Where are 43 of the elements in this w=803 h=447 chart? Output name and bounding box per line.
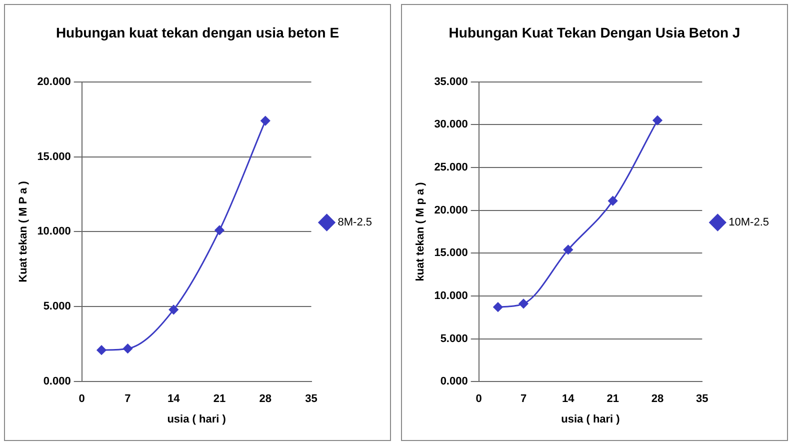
y-tick-label: 5.000 (43, 300, 71, 313)
x-tick-label: 21 (606, 393, 619, 406)
y-tick-label: 10.000 (434, 290, 468, 302)
y-tick-label: 15.000 (37, 150, 71, 163)
point (652, 116, 662, 126)
y-tick-label: 30.000 (434, 118, 468, 131)
x-tick-label: 7 (520, 393, 527, 406)
x-tick-label: 14 (562, 393, 576, 406)
point (518, 298, 528, 308)
y-tick-label: 20.000 (37, 76, 71, 88)
x-tick-label: 0 (476, 393, 482, 406)
y-tick-label: 0.000 (440, 376, 468, 388)
x-tick-label: 21 (213, 393, 226, 406)
x-axis-title: usia ( hari ) (167, 413, 226, 426)
x-tick-label: 7 (124, 393, 131, 406)
y-tick-label: 35.000 (434, 76, 468, 88)
point (122, 344, 132, 354)
point (168, 304, 178, 314)
x-tick-label: 28 (259, 393, 272, 406)
y-tick-label: 20.000 (434, 204, 468, 216)
y-axis-title: kuat tekan ( M p a ) (414, 182, 427, 282)
point (260, 116, 270, 126)
x-tick-label: 14 (167, 393, 181, 406)
y-axis-title: Kuat tekan ( M P a ) (18, 180, 30, 282)
y-tick-label: 5.000 (440, 332, 468, 345)
y-tick-label: 25.000 (434, 161, 468, 174)
point (214, 225, 224, 235)
x-tick-label: 28 (651, 393, 664, 406)
y-tick-label: 15.000 (434, 247, 468, 260)
chart-title: Hubungan kuat tekan dengan usia beton E (56, 24, 340, 40)
x-axis-title: usia ( hari ) (561, 413, 620, 426)
x-tick-label: 35 (696, 393, 708, 406)
point (96, 345, 106, 355)
y-tick-label: 10.000 (37, 226, 71, 238)
chart-title: Hubungan Kuat Tekan Dengan Usia Beton J (448, 24, 740, 40)
legend-label: 10M-2.5 (728, 216, 770, 229)
y-tick-label: 0.000 (43, 376, 71, 388)
x-tick-label: 35 (305, 393, 318, 406)
point (563, 244, 573, 254)
point (608, 196, 618, 206)
x-tick-label: 0 (78, 393, 85, 406)
legend-label: 8M-2.5 (338, 216, 372, 229)
point (493, 302, 503, 312)
